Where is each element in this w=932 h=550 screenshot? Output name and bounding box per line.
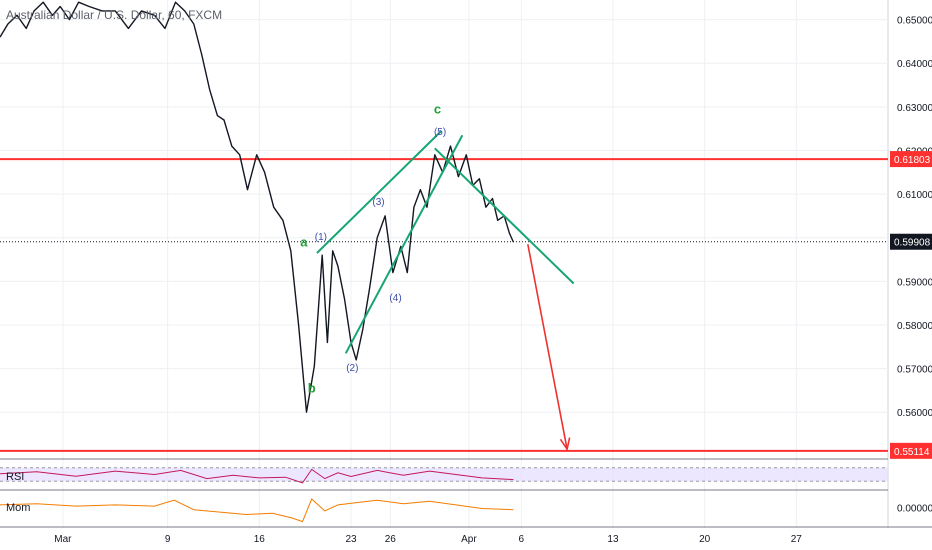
level-tag bbox=[890, 151, 932, 168]
level-tag-label: 0.55114 bbox=[894, 447, 930, 458]
y-tick-label: 0.61000 bbox=[897, 190, 932, 201]
x-tick-label: 26 bbox=[385, 534, 397, 545]
wave-label: (5) bbox=[434, 127, 446, 138]
rsi-label: RSI bbox=[6, 471, 25, 483]
level-tag bbox=[890, 442, 932, 459]
x-tick-label: 13 bbox=[607, 534, 619, 545]
x-tick-label: 27 bbox=[791, 534, 803, 545]
y-tick-label: 0.64000 bbox=[897, 59, 932, 70]
momentum-tick-label: 0.00000 bbox=[897, 503, 932, 514]
x-tick-label: Apr bbox=[461, 534, 477, 545]
y-tick-label: 0.56000 bbox=[897, 408, 932, 419]
trend-channel-line bbox=[344, 134, 464, 354]
x-tick-label: 6 bbox=[518, 534, 524, 545]
y-tick-label: 0.65000 bbox=[897, 16, 932, 27]
symbol-title: Australian Dollar / U.S. Dollar, 60, FXC… bbox=[6, 8, 223, 22]
x-tick-label: 9 bbox=[165, 534, 171, 545]
wave-label: a bbox=[300, 234, 308, 249]
rsi-panel bbox=[0, 467, 888, 491]
time-axis: Mar 9 16 23 26 Apr 6 13 20 27 bbox=[54, 534, 802, 545]
current-price-tag bbox=[890, 233, 932, 250]
wave-label: (2) bbox=[346, 363, 358, 374]
x-tick-label: Mar bbox=[54, 534, 72, 545]
projection-arrow-head bbox=[559, 437, 571, 452]
price-panel[interactable]: a b c (1) (2) (3) (4) (5) bbox=[0, 0, 888, 528]
wave-label: (4) bbox=[389, 293, 401, 304]
y-tick-label: 0.59000 bbox=[897, 277, 932, 288]
trend-channel-line bbox=[434, 147, 575, 285]
current-price-tag-label: 0.59908 bbox=[894, 238, 931, 249]
price-series-line bbox=[0, 1, 515, 413]
price-axis: 0.650000.640000.630000.620000.610000.600… bbox=[890, 16, 932, 459]
wave-label: b bbox=[308, 381, 316, 396]
rsi-band bbox=[0, 467, 888, 482]
trend-channel-line bbox=[316, 130, 443, 254]
y-tick-label: 0.58000 bbox=[897, 321, 932, 332]
x-tick-label: 20 bbox=[699, 534, 711, 545]
level-tag-label: 0.61803 bbox=[894, 155, 931, 166]
wave-label: c bbox=[434, 101, 441, 116]
x-tick-label: 23 bbox=[345, 534, 357, 545]
momentum-panel: 0.00000 bbox=[0, 498, 932, 528]
momentum-line bbox=[0, 498, 514, 523]
wave-label: (3) bbox=[372, 197, 384, 208]
projection-arrow-line bbox=[527, 244, 568, 450]
momentum-label: Mom bbox=[6, 502, 31, 514]
wave-label: (1) bbox=[315, 232, 327, 243]
y-tick-label: 0.57000 bbox=[897, 365, 932, 376]
rsi-line bbox=[0, 468, 514, 484]
x-tick-label: 16 bbox=[254, 534, 266, 545]
y-tick-label: 0.63000 bbox=[897, 103, 932, 114]
